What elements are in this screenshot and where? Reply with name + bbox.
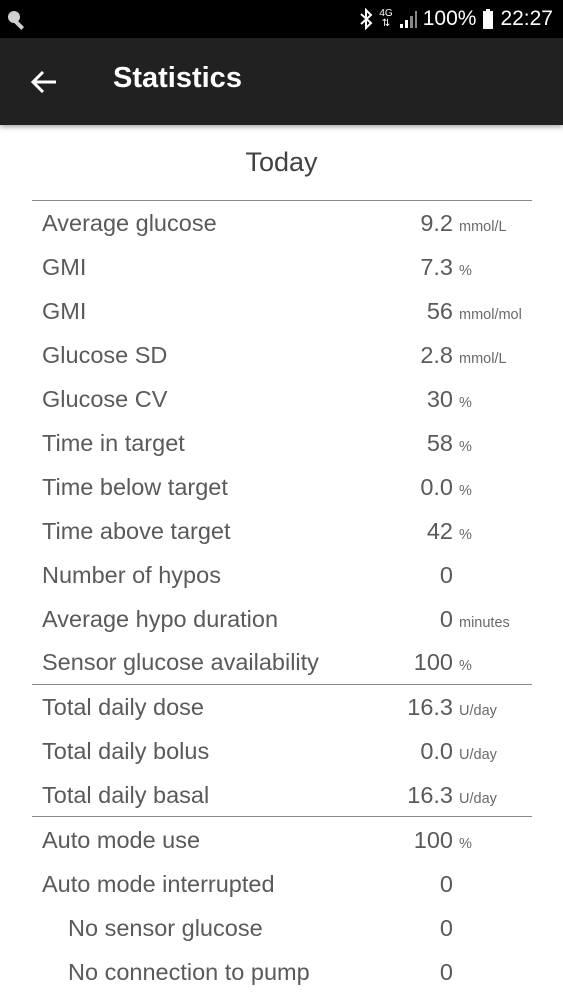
stat-label: Glucose CV xyxy=(42,386,168,412)
stat-value: 7.3 xyxy=(420,254,453,280)
stat-label: Total daily basal xyxy=(42,782,210,808)
stat-row-number-of-hypos: Number of hypos 0 xyxy=(0,555,563,599)
stat-value: 100 xyxy=(413,827,453,853)
stat-label: GMI xyxy=(42,254,87,280)
stat-value: 0 xyxy=(439,562,453,588)
stat-unit: % xyxy=(459,395,472,411)
stat-label: Auto mode use xyxy=(42,827,201,853)
stat-value: 9.2 xyxy=(420,210,453,236)
section-title: Today xyxy=(245,147,318,177)
stat-value: 0 xyxy=(439,606,453,632)
stat-value: 42 xyxy=(426,518,453,544)
divider xyxy=(32,684,532,685)
stat-row-average-hypo-duration: Average hypo duration 0 minutes xyxy=(0,599,563,643)
stat-label: Total daily dose xyxy=(42,694,204,720)
stat-row-glucose-sd: Glucose SD 2.8 mmol/L xyxy=(0,335,563,379)
stat-label: Total daily bolus xyxy=(42,738,210,764)
stat-label: Auto mode interrupted xyxy=(42,871,275,897)
stat-row-sensor-availability: Sensor glucose availability 100 % xyxy=(0,642,563,686)
stat-unit: U/day xyxy=(459,703,497,719)
stat-row-time-in-target: Time in target 58 % xyxy=(0,423,563,467)
stat-unit: minutes xyxy=(459,615,510,631)
stat-label: No connection to pump xyxy=(68,959,310,985)
stat-unit: U/day xyxy=(459,791,497,807)
stat-value: 0 xyxy=(439,915,453,941)
divider xyxy=(32,200,532,201)
stat-value: 58 xyxy=(426,430,453,456)
stat-row-total-daily-basal: Total daily basal 16.3 U/day xyxy=(0,775,563,819)
stat-row-no-connection-to-pump: No connection to pump 0 xyxy=(0,952,563,996)
stat-value: 16.3 xyxy=(407,694,453,720)
divider xyxy=(32,816,532,817)
network-label: 4G xyxy=(379,8,393,19)
back-button[interactable] xyxy=(24,62,64,102)
app-bar: Statistics xyxy=(0,38,563,125)
stat-unit: % xyxy=(459,483,472,499)
stat-unit: mmol/L xyxy=(459,219,507,235)
network-4g-icon: 4G ⇅ xyxy=(379,8,393,29)
stat-unit: U/day xyxy=(459,747,497,763)
stat-value: 30 xyxy=(426,386,453,412)
stat-label: GMI xyxy=(42,298,87,324)
stat-value: 0.0 xyxy=(420,474,453,500)
status-bar: 4G ⇅ 100% 22:27 xyxy=(0,0,563,38)
stat-row-average-glucose: Average glucose 9.2 mmol/L xyxy=(0,203,563,247)
stat-label: Glucose SD xyxy=(42,342,168,368)
stat-unit: % xyxy=(459,527,472,543)
stat-row-time-above-target: Time above target 42 % xyxy=(0,511,563,555)
stat-label: Time below target xyxy=(42,474,228,500)
stat-value: 2.8 xyxy=(420,342,453,368)
stat-value: 56 xyxy=(426,298,453,324)
stat-label: Average hypo duration xyxy=(42,606,279,632)
clock: 22:27 xyxy=(500,7,553,30)
battery-percent: 100% xyxy=(422,7,477,30)
key-icon xyxy=(8,11,25,30)
stat-unit: mmol/mol xyxy=(459,307,522,323)
stat-unit: % xyxy=(459,439,472,455)
stat-label: Time in target xyxy=(42,430,185,456)
stat-label: Time above target xyxy=(42,518,231,544)
stat-unit: % xyxy=(459,836,472,852)
stat-value: 0 xyxy=(439,959,453,985)
stat-value: 100 xyxy=(413,649,453,675)
stat-label: No sensor glucose xyxy=(68,915,263,941)
stat-row-no-sensor-glucose: No sensor glucose 0 xyxy=(0,908,563,952)
stat-label: Number of hypos xyxy=(42,562,221,588)
page-title: Statistics xyxy=(113,62,242,94)
stat-label: Sensor glucose availability xyxy=(42,649,319,675)
stat-unit: % xyxy=(459,658,472,674)
stat-row-auto-mode-interrupted: Auto mode interrupted 0 xyxy=(0,864,563,908)
signal-icon xyxy=(399,11,417,28)
stat-row-total-daily-bolus: Total daily bolus 0.0 U/day xyxy=(0,731,563,775)
stat-row-gmi-percent: GMI 7.3 % xyxy=(0,247,563,291)
stat-value: 0 xyxy=(439,871,453,897)
stat-row-auto-mode-use: Auto mode use 100 % xyxy=(0,820,563,864)
stat-value: 0.0 xyxy=(420,738,453,764)
stat-row-glucose-cv: Glucose CV 30 % xyxy=(0,379,563,423)
stat-unit: mmol/L xyxy=(459,351,507,367)
stat-label: Average glucose xyxy=(42,210,217,236)
arrow-back-icon xyxy=(30,70,56,94)
stat-row-total-daily-dose: Total daily dose 16.3 U/day xyxy=(0,687,563,731)
battery-icon xyxy=(483,9,494,29)
stat-row-gmi-mmol: GMI 56 mmol/mol xyxy=(0,291,563,335)
stat-value: 16.3 xyxy=(407,782,453,808)
stat-row-time-below-target: Time below target 0.0 % xyxy=(0,467,563,511)
bluetooth-icon xyxy=(360,8,373,30)
stat-unit: % xyxy=(459,263,472,279)
